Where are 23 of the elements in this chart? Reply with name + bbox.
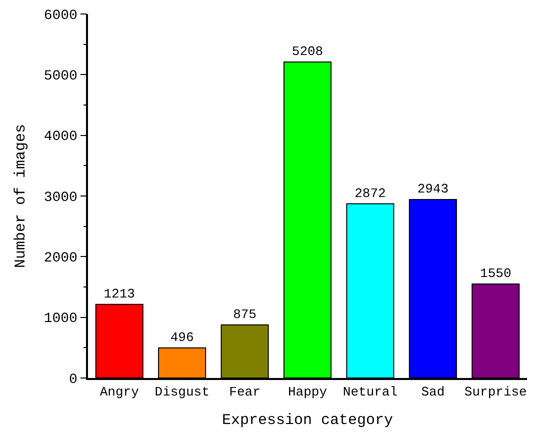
data-label: 496 (170, 330, 194, 345)
data-label: 875 (233, 306, 256, 322)
x-tick-label: Happy (288, 384, 328, 400)
y-tick-label: 5000 (44, 68, 78, 85)
x-tick-label: Surprise (464, 384, 527, 400)
data-label: 1550 (480, 266, 512, 281)
data-label: 1213 (104, 286, 135, 302)
data-label: 2943 (417, 181, 449, 196)
y-tick-label: 6000 (44, 8, 78, 24)
y-axis-title: Number of images (12, 124, 30, 268)
x-axis-title: Expression category (222, 412, 394, 429)
y-tick-label: 2000 (44, 250, 78, 267)
y-tick-label: 0 (69, 372, 78, 388)
x-tick-label: Netural (342, 384, 398, 400)
y-tick-label: 3000 (44, 190, 78, 206)
data-label: 2872 (354, 186, 386, 201)
x-tick-label: Fear (229, 384, 260, 400)
x-tick-label: Disgust (154, 384, 210, 400)
x-tick-label: Sad (421, 384, 445, 400)
data-label: 5208 (292, 44, 324, 60)
x-tick-label: Angry (100, 384, 140, 400)
y-tick-label: 1000 (44, 311, 78, 328)
y-tick-label: 4000 (44, 129, 78, 146)
